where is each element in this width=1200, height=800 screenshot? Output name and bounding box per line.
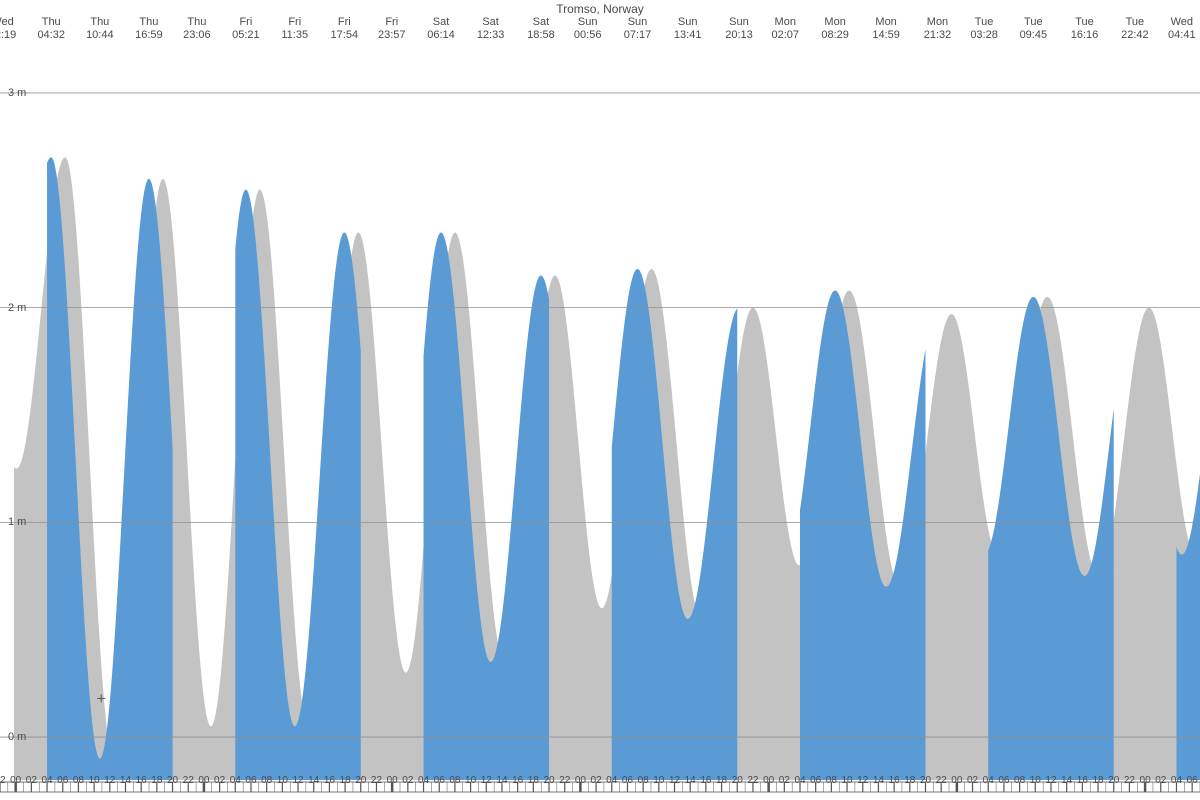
x-hour-label: 06 <box>434 775 445 786</box>
x-hour-label: 02 <box>402 775 413 786</box>
x-hour-label: 12 <box>104 775 115 786</box>
x-hour-label: 20 <box>1108 775 1119 786</box>
y-tick-label: 1 m <box>8 516 26 528</box>
tide-day-area <box>424 233 549 780</box>
x-hour-label: 00 <box>1140 775 1151 786</box>
x-hour-label: 00 <box>10 775 21 786</box>
x-hour-label: 10 <box>465 775 476 786</box>
x-hour-label: 22 <box>183 775 194 786</box>
x-hour-label: 00 <box>763 775 774 786</box>
x-hour-label: 12 <box>1045 775 1056 786</box>
x-hour-label: 10 <box>653 775 664 786</box>
x-hour-label: 20 <box>732 775 743 786</box>
y-tick-label: 0 m <box>8 731 26 743</box>
x-hour-label: 18 <box>151 775 162 786</box>
x-hour-label: 18 <box>904 775 915 786</box>
x-hour-label: 00 <box>951 775 962 786</box>
x-hour-label: 12 <box>292 775 303 786</box>
x-hour-label: 22 <box>747 775 758 786</box>
y-tick-label: 2 m <box>8 302 26 314</box>
x-hour-label: 04 <box>230 775 241 786</box>
x-hour-label: 08 <box>449 775 460 786</box>
x-hour-label: 06 <box>57 775 68 786</box>
x-hour-label: 22 <box>559 775 570 786</box>
x-hour-label: 00 <box>198 775 209 786</box>
x-hour-label: 04 <box>418 775 429 786</box>
x-hour-label: 08 <box>1014 775 1025 786</box>
x-hour-label: 16 <box>136 775 147 786</box>
x-hour-label: 06 <box>1187 775 1198 786</box>
x-hour-label: 04 <box>41 775 52 786</box>
x-hour-label: 18 <box>340 775 351 786</box>
x-hour-label: 04 <box>1171 775 1182 786</box>
x-hour-label: 22 <box>0 775 6 786</box>
x-hour-label: 22 <box>371 775 382 786</box>
x-hour-label: 22 <box>1124 775 1135 786</box>
x-hour-label: 06 <box>810 775 821 786</box>
x-hour-label: 00 <box>575 775 586 786</box>
x-hour-label: 02 <box>967 775 978 786</box>
x-hour-label: 02 <box>591 775 602 786</box>
x-hour-label: 12 <box>669 775 680 786</box>
x-hour-label: 16 <box>700 775 711 786</box>
x-hour-label: 18 <box>528 775 539 786</box>
x-hour-label: 06 <box>998 775 1009 786</box>
x-hour-label: 00 <box>387 775 398 786</box>
x-hour-label: 10 <box>277 775 288 786</box>
x-hour-label: 04 <box>606 775 617 786</box>
x-hour-label: 02 <box>1155 775 1166 786</box>
x-hour-label: 18 <box>1092 775 1103 786</box>
x-hour-label: 14 <box>685 775 696 786</box>
x-hour-label: 14 <box>1061 775 1072 786</box>
x-hour-label: 14 <box>873 775 884 786</box>
x-hour-label: 12 <box>481 775 492 786</box>
x-hour-label: 20 <box>920 775 931 786</box>
x-hour-label: 22 <box>936 775 947 786</box>
x-hour-label: 02 <box>779 775 790 786</box>
x-hour-label: 08 <box>826 775 837 786</box>
x-hour-label: 18 <box>716 775 727 786</box>
x-hour-label: 08 <box>638 775 649 786</box>
x-hour-label: 16 <box>1077 775 1088 786</box>
tide-chart: Tromso, Norway Wed22:19Thu04:32Thu10:44T… <box>0 0 1200 800</box>
x-hour-label: 16 <box>889 775 900 786</box>
x-hour-label: 20 <box>355 775 366 786</box>
x-hour-label: 02 <box>26 775 37 786</box>
x-hour-label: 10 <box>841 775 852 786</box>
x-hour-label: 04 <box>794 775 805 786</box>
x-hour-label: 16 <box>512 775 523 786</box>
y-tick-label: 3 m <box>8 87 26 99</box>
x-hour-label: 14 <box>308 775 319 786</box>
x-hour-label: 20 <box>167 775 178 786</box>
x-hour-label: 20 <box>543 775 554 786</box>
x-hour-label: 06 <box>622 775 633 786</box>
x-hour-label: 10 <box>89 775 100 786</box>
x-hour-label: 08 <box>261 775 272 786</box>
x-hour-label: 04 <box>983 775 994 786</box>
x-hour-label: 12 <box>857 775 868 786</box>
x-hour-label: 16 <box>324 775 335 786</box>
x-hour-label: 10 <box>1030 775 1041 786</box>
x-hour-label: 06 <box>245 775 256 786</box>
x-hour-label: 14 <box>496 775 507 786</box>
x-hour-label: 14 <box>120 775 131 786</box>
x-hour-label: 08 <box>73 775 84 786</box>
chart-canvas <box>0 0 1200 800</box>
x-hour-label: 02 <box>214 775 225 786</box>
